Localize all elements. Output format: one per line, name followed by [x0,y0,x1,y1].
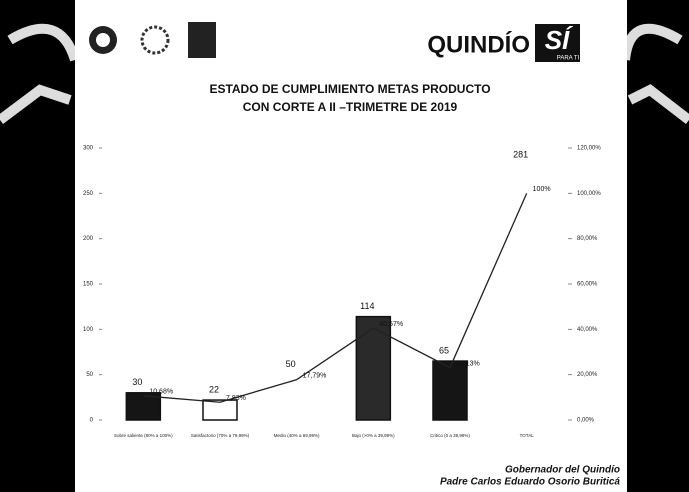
y2-tick-label: 120,00% [577,146,601,152]
logo-si: SÍ [545,25,574,55]
y2-tick-label: 60,00% [577,282,598,288]
slide [75,0,627,492]
data-label: 30 [132,377,142,387]
y-tick-label: 150 [83,282,94,288]
x-tick-label: Medio (40% a 69,99%) [274,433,320,438]
y-tick-label: 200 [83,236,94,242]
line [143,193,528,403]
logo-box [535,24,580,62]
y-tick-label: 0 [90,418,94,424]
x-tick-label: Sobre saliente (80% a 100%) [114,433,173,438]
logo [188,22,216,58]
chart-subtitle: CON CORTE A II –TRIMETRE DE 2019 [243,100,458,114]
y-tick-label: 300 [83,146,94,152]
x-tick-label: Bajo (>0% a 39,99%) [352,433,395,438]
data-label: 22 [209,384,219,394]
bar [355,315,392,421]
logo-text: QUINDÍO [427,30,530,58]
logo-sub: PARA TI [557,56,580,62]
bar [202,399,238,421]
side-decor [0,23,80,124]
x-tick-label: Satisfactorio (70% a 79,99%) [191,433,250,438]
footer-line: Gobernador del Quindío [505,465,620,476]
footer-line: Padre Carlos Eduardo Osorio Buriticá [440,477,620,488]
chart-title: ESTADO DE CUMPLIMIENTO METAS PRODUCTO [209,82,490,96]
y-tick-label: 250 [83,191,94,197]
y2-tick-label: 100,00% [577,191,601,197]
y2-tick-label: 20,00% [577,372,598,378]
y2-tick-label: 80,00% [577,236,598,242]
line-label: 17,79% [303,373,327,380]
y2-tick-label: 0,00% [577,418,595,424]
data-label: 114 [360,301,374,311]
logo [140,25,170,55]
x-tick-label: TOTAL [520,433,535,438]
data-label: 65 [439,345,449,355]
logo [96,33,110,47]
bar [432,360,468,421]
data-label: 281 [513,150,528,160]
x-tick-label: Critico (0 a 39,99%) [430,433,470,438]
line-label: 40,57% [379,321,403,328]
y-tick-label: 100 [83,327,94,333]
line-label: 100% [533,186,551,193]
line-label: 23,13% [456,360,480,367]
line-label: 10,68% [149,389,173,396]
data-label: 50 [286,359,296,369]
line-label: 7,83% [226,395,246,402]
y-tick-label: 50 [86,372,93,378]
y2-tick-label: 40,00% [577,327,598,333]
